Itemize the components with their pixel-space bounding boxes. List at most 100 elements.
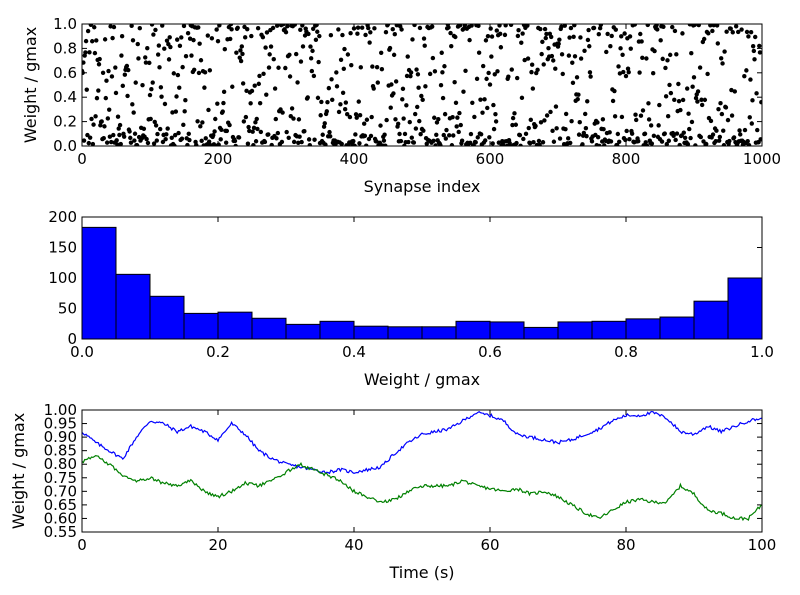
scatter-point	[676, 81, 681, 87]
scatter-point	[362, 121, 367, 126]
scatter-point	[667, 82, 672, 88]
scatter-point	[234, 50, 239, 55]
scatter-point	[708, 118, 714, 124]
scatter-point	[212, 129, 217, 134]
scatter-point	[276, 65, 281, 70]
scatter-point	[206, 139, 212, 144]
scatter-point	[316, 59, 321, 65]
weight-timeseries-panel: 0 20 40 60 80 100 0.550.600.650.700.750.800.85…	[9, 401, 776, 582]
scatter-point	[291, 139, 297, 145]
scatter-point	[622, 31, 627, 36]
histogram-bar	[183, 312, 219, 340]
x-tick-label: 1.0	[750, 343, 774, 361]
x-tick-label: 200	[204, 150, 233, 168]
scatter-point	[263, 45, 268, 50]
scatter-point	[353, 132, 358, 137]
scatter-point	[182, 109, 187, 114]
scatter-point	[364, 117, 370, 122]
scatter-point	[151, 32, 156, 37]
scatter-point	[283, 30, 289, 35]
scatter-point	[549, 53, 555, 59]
scatter-point	[651, 71, 656, 76]
y-tick-label: 200	[48, 208, 77, 226]
scatter-point	[160, 139, 166, 145]
scatter-point	[158, 126, 163, 132]
scatter-point	[176, 130, 181, 136]
scatter-point	[748, 29, 754, 35]
x-tick-label: 20	[208, 536, 227, 554]
scatter-point	[530, 86, 536, 91]
scatter-point	[687, 24, 693, 27]
scatter-point	[384, 117, 389, 123]
scatter-point	[581, 130, 587, 136]
scatter-point	[476, 24, 481, 29]
axes-frame	[81, 216, 763, 340]
scatter-point	[557, 136, 563, 141]
scatter-point	[672, 28, 678, 34]
scatter-point	[219, 127, 224, 133]
scatter-point	[294, 51, 299, 57]
scatter-point	[508, 143, 513, 146]
scatter-point	[120, 83, 126, 89]
scatter-point	[408, 74, 413, 79]
scatter-point	[453, 34, 458, 40]
scatter-point	[657, 102, 662, 108]
scatter-point	[623, 137, 628, 143]
scatter-point	[156, 43, 162, 48]
scatter-point	[357, 113, 363, 118]
scatter-point	[278, 107, 283, 112]
scatter-point	[183, 98, 188, 103]
scatter-point	[508, 24, 514, 28]
scatter-point	[134, 143, 140, 146]
scatter-point	[87, 135, 93, 140]
scatter-point	[107, 107, 112, 112]
scatter-point	[306, 137, 312, 142]
scatter-point	[496, 140, 502, 145]
y-tick-label: 0	[67, 330, 77, 348]
scatter-point	[540, 39, 545, 45]
scatter-point	[713, 139, 718, 144]
scatter-point	[230, 84, 235, 89]
scatter-point	[670, 24, 675, 30]
scatter-point	[191, 37, 196, 43]
x-tick-label: 60	[480, 536, 499, 554]
scatter-point	[323, 142, 328, 146]
scatter-point	[391, 52, 397, 58]
scatter-point	[562, 24, 567, 28]
scatter-point	[733, 24, 739, 29]
scatter-point	[636, 138, 641, 144]
scatter-point	[87, 50, 92, 55]
scatter-point	[98, 123, 103, 128]
scatter-point	[315, 95, 321, 101]
scatter-point	[127, 129, 132, 134]
scatter-point	[368, 30, 373, 35]
scatter-point	[206, 107, 211, 113]
scatter-point	[199, 138, 204, 144]
y-tick-label: 0.85	[44, 442, 77, 460]
scatter-point	[109, 74, 115, 79]
scatter-point	[195, 119, 200, 124]
scatter-point	[495, 69, 500, 74]
scatter-point	[150, 80, 155, 85]
scatter-point	[388, 105, 393, 110]
scatter-point	[298, 27, 303, 32]
scatter-point	[338, 57, 344, 62]
scatter-point	[297, 134, 302, 139]
scatter-point	[497, 24, 502, 28]
scatter-point	[619, 34, 624, 39]
scatter-point	[415, 72, 421, 77]
x-tick-label: 0.4	[342, 343, 366, 361]
scatter-point	[549, 34, 554, 40]
scatter-point	[484, 76, 489, 82]
y-tick-label: 1.00	[44, 401, 77, 419]
scatter-point	[227, 122, 232, 128]
scatter-point	[300, 24, 305, 28]
scatter-point	[589, 139, 595, 144]
scatter-point	[110, 35, 115, 41]
scatter-point	[308, 44, 313, 49]
scatter-point	[702, 36, 707, 42]
scatter-point	[577, 120, 582, 125]
scatter-point	[625, 66, 631, 71]
scatter-point	[401, 116, 406, 121]
